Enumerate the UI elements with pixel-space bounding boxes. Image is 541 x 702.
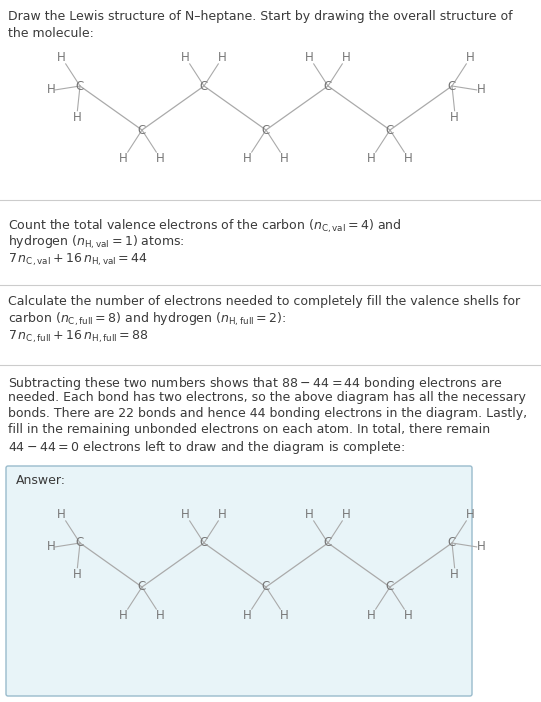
Text: H: H <box>156 609 165 622</box>
Text: $7\,n_\mathrm{C,full} + 16\,n_\mathrm{H,full} = 88$: $7\,n_\mathrm{C,full} + 16\,n_\mathrm{H,… <box>8 329 149 345</box>
Text: H: H <box>466 51 475 64</box>
Text: C: C <box>76 79 84 93</box>
Text: H: H <box>477 84 485 96</box>
Text: C: C <box>200 536 208 550</box>
Text: Count the total valence electrons of the carbon ($n_\mathrm{C,val} = 4$) and: Count the total valence electrons of the… <box>8 218 401 235</box>
Text: H: H <box>219 51 227 64</box>
Text: H: H <box>450 568 459 581</box>
Text: C: C <box>262 124 270 136</box>
Text: carbon ($n_\mathrm{C,full} = 8$) and hydrogen ($n_\mathrm{H,full} = 2$):: carbon ($n_\mathrm{C,full} = 8$) and hyd… <box>8 311 286 329</box>
Text: C: C <box>448 79 456 93</box>
Text: H: H <box>404 152 413 165</box>
Text: C: C <box>262 581 270 593</box>
Text: H: H <box>305 51 314 64</box>
FancyBboxPatch shape <box>6 466 472 696</box>
Text: H: H <box>404 609 413 622</box>
Text: H: H <box>181 51 190 64</box>
Text: $44 - 44 = 0$ electrons left to draw and the diagram is complete:: $44 - 44 = 0$ electrons left to draw and… <box>8 439 405 456</box>
Text: H: H <box>367 609 375 622</box>
Text: H: H <box>342 51 351 64</box>
Text: C: C <box>324 79 332 93</box>
Text: H: H <box>243 152 252 165</box>
Text: C: C <box>386 124 394 136</box>
Text: H: H <box>243 609 252 622</box>
Text: H: H <box>219 508 227 521</box>
Text: H: H <box>280 609 289 622</box>
Text: H: H <box>280 152 289 165</box>
Text: fill in the remaining unbonded electrons on each atom. In total, there remain: fill in the remaining unbonded electrons… <box>8 423 490 436</box>
Text: Calculate the number of electrons needed to completely fill the valence shells f: Calculate the number of electrons needed… <box>8 295 520 308</box>
Text: Answer:: Answer: <box>16 474 66 487</box>
Text: C: C <box>324 536 332 550</box>
Text: H: H <box>305 508 314 521</box>
Text: H: H <box>57 51 65 64</box>
Text: H: H <box>181 508 190 521</box>
Text: C: C <box>138 581 146 593</box>
Text: H: H <box>450 111 459 124</box>
Text: H: H <box>47 84 55 96</box>
Text: $7\,n_\mathrm{C,val} + 16\,n_\mathrm{H,val} = 44$: $7\,n_\mathrm{C,val} + 16\,n_\mathrm{H,v… <box>8 252 148 268</box>
Text: H: H <box>367 152 375 165</box>
Text: H: H <box>477 541 485 553</box>
Text: bonds. There are 22 bonds and hence 44 bonding electrons in the diagram. Lastly,: bonds. There are 22 bonds and hence 44 b… <box>8 407 527 420</box>
Text: C: C <box>138 124 146 136</box>
Text: H: H <box>342 508 351 521</box>
Text: Subtracting these two numbers shows that $88 - 44 = 44$ bonding electrons are: Subtracting these two numbers shows that… <box>8 375 502 392</box>
Text: C: C <box>76 536 84 550</box>
Text: H: H <box>119 609 128 622</box>
Text: H: H <box>47 541 55 553</box>
Text: H: H <box>73 111 82 124</box>
Text: Draw the Lewis structure of N–heptane. Start by drawing the overall structure of: Draw the Lewis structure of N–heptane. S… <box>8 10 513 40</box>
Text: C: C <box>200 79 208 93</box>
Text: needed. Each bond has two electrons, so the above diagram has all the necessary: needed. Each bond has two electrons, so … <box>8 391 526 404</box>
Text: H: H <box>156 152 165 165</box>
Text: H: H <box>466 508 475 521</box>
Text: C: C <box>448 536 456 550</box>
Text: H: H <box>73 568 82 581</box>
Text: H: H <box>119 152 128 165</box>
Text: H: H <box>57 508 65 521</box>
Text: hydrogen ($n_\mathrm{H,val} = 1$) atoms:: hydrogen ($n_\mathrm{H,val} = 1$) atoms: <box>8 234 184 251</box>
Text: C: C <box>386 581 394 593</box>
